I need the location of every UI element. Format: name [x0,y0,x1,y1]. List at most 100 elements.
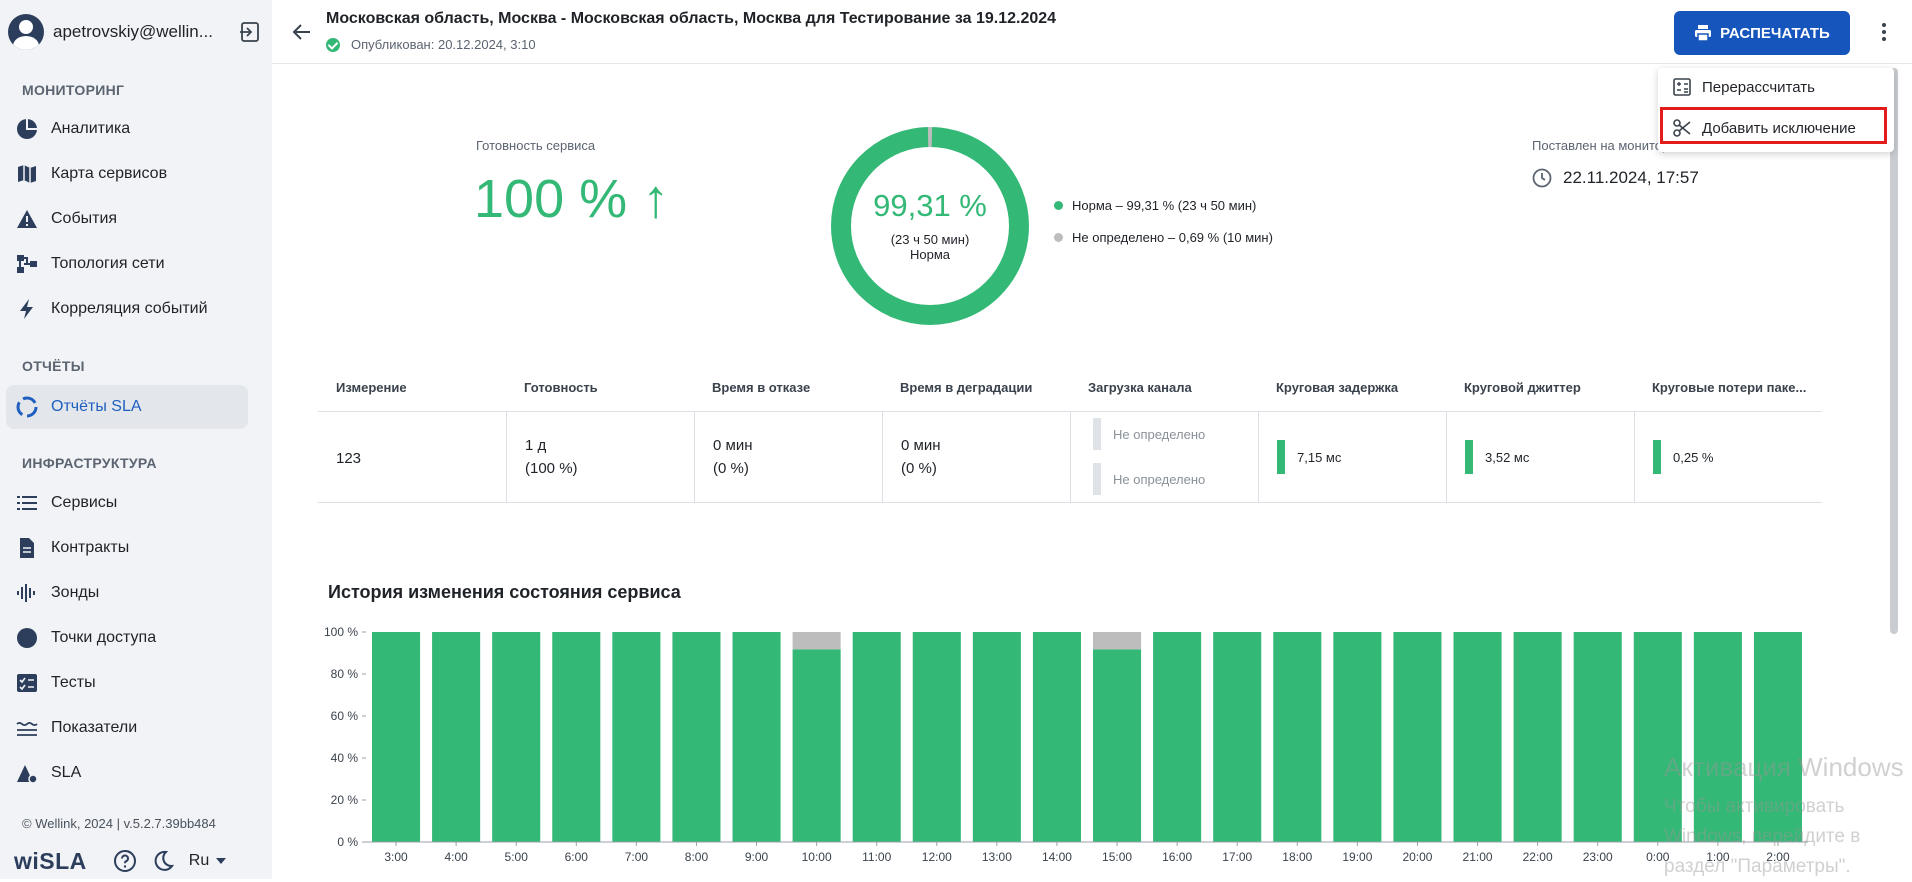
bar [1093,649,1142,842]
language-select[interactable]: Ru [188,852,210,869]
x-tick-label: 10:00 [802,850,832,864]
jitter-indicator: 3,52 мс [1465,440,1529,474]
load-indicator: Не определено [1093,463,1205,495]
sidebar-item-label: Показатели [51,719,138,736]
bar [672,632,721,842]
delay-value: 7,15 мс [1297,449,1342,465]
warning-icon [15,207,39,231]
avatar[interactable] [8,14,44,50]
table-header: Готовность [524,380,598,395]
x-tick-label: 0:00 [1646,850,1670,864]
legend-undefined-label: Не определено – 0,69 % (10 мин) [1072,230,1273,245]
bar [1153,632,1202,842]
sidebar-item-event-correlation[interactable]: Корреляция событий [6,287,248,331]
x-tick-label: 18:00 [1282,850,1312,864]
more-options-icon[interactable] [1872,20,1896,44]
dark-mode-icon[interactable] [151,849,175,873]
sidebar-item-services[interactable]: Сервисы [6,481,248,525]
menu-item-label: Перерассчитать [1702,78,1815,96]
table-cell-loss: 0,25 % [1634,412,1822,502]
failure-percent: (0 %) [713,460,749,477]
wisla-logo: wiSLA [14,847,87,874]
x-tick-label: 17:00 [1222,850,1252,864]
y-tick-label: 100 % [324,625,358,639]
failure-time: 0 мин [713,437,753,454]
history-title: История изменения состояния сервиса [328,582,681,602]
y-tick-label: 0 % [337,835,358,849]
x-tick-label: 9:00 [745,850,769,864]
bar [1513,632,1562,842]
sidebar-item-events[interactable]: События [6,197,248,241]
page-title: Московская область, Москва - Московская … [326,10,1057,27]
sidebar-item-analytics[interactable]: Аналитика [6,107,248,151]
monitor-label: Поставлен на мониторинг [1532,138,1689,153]
sidebar-item-contracts[interactable]: Контракты [6,526,248,570]
donut-status: Норма [909,247,950,262]
table-cell-jitter: 3,52 мс [1446,412,1634,502]
x-tick-label: 5:00 [505,850,529,864]
sidebar-item-label: Аналитика [51,120,131,137]
table-cell-delay: 7,15 мс [1258,412,1446,502]
main-content: Московская область, Москва - Московская … [272,0,1912,879]
table-header: Загрузка канала [1088,380,1192,395]
bar [1453,632,1502,842]
x-tick-label: 8:00 [685,850,709,864]
menu-item-add-exception[interactable]: Добавить исключение [1658,109,1894,147]
sidebar-item-label: События [51,210,118,227]
sidebar-item-probes[interactable]: Зонды [6,571,248,615]
bar [1633,632,1682,842]
bar [732,632,781,842]
user-name[interactable]: apetrovskiy@wellin... [53,22,213,41]
jitter-bar [1465,440,1473,474]
more-options-menu: Перерассчитать Добавить исключение [1658,68,1894,152]
scrollbar[interactable] [1890,68,1898,634]
x-tick-label: 20:00 [1402,850,1432,864]
table-cell-degradation: 0 мин (0 %) [882,412,1070,502]
x-tick-label: 2:00 [1766,850,1790,864]
x-tick-label: 23:00 [1583,850,1613,864]
back-arrow-icon[interactable] [290,20,314,44]
help-icon[interactable] [113,849,137,873]
publish-date: Опубликован: 20.12.2024, 3:10 [351,37,536,52]
monitor-value: 22.11.2024, 17:57 [1532,168,1699,188]
bar [432,632,481,842]
watermark-line: Чтобы активировать Windows, перейдите в [1664,796,1861,847]
bar [1032,632,1081,842]
highlight-box [1660,107,1887,144]
degradation-percent: (0 %) [901,460,937,477]
sla-icon [15,761,39,785]
print-button-label: РАСПЕЧАТАТЬ [1720,24,1830,42]
sidebar-item-sla[interactable]: SLA [6,751,248,795]
legend-dot-green [1054,201,1063,210]
chevron-down-icon[interactable] [215,855,227,867]
table-header: Время в отказе [712,380,811,395]
print-button[interactable]: РАСПЕЧАТАТЬ [1674,11,1850,55]
x-tick-label: 1:00 [1706,850,1730,864]
sidebar-item-metrics[interactable]: Показатели [6,706,248,750]
sidebar-item-label: Зонды [51,584,100,601]
tests-icon [15,671,39,695]
report-header: Московская область, Москва - Московская … [272,0,1912,64]
sidebar-item-sla-reports[interactable]: Отчёты SLA [6,385,248,429]
logout-icon[interactable] [238,20,262,44]
sidebar-item-label: SLA [51,764,82,781]
x-tick-label: 16:00 [1162,850,1192,864]
table-header: Круговая задержка [1276,380,1399,395]
sidebar-item-tests[interactable]: Тесты [6,661,248,705]
x-tick-label: 22:00 [1523,850,1553,864]
watermark-line: раздел "Параметры". [1664,856,1851,877]
load-bar [1093,463,1101,495]
sidebar-item-access-points[interactable]: Точки доступа [6,616,248,660]
table-header: Измерение [336,380,407,395]
user-row[interactable]: apetrovskiy@wellin... [8,12,264,52]
menu-item-recalculate[interactable]: Перерассчитать [1658,68,1894,106]
sidebar-item-topology[interactable]: Топология сети [6,242,248,286]
metrics-icon [15,716,39,740]
x-tick-label: 13:00 [982,850,1012,864]
y-tick-label: 20 % [331,793,359,807]
bar [792,649,841,842]
sidebar-item-service-map[interactable]: Карта сервисов [6,152,248,196]
bar [552,632,601,842]
sla-report-icon [15,395,39,419]
map-icon [15,162,39,186]
